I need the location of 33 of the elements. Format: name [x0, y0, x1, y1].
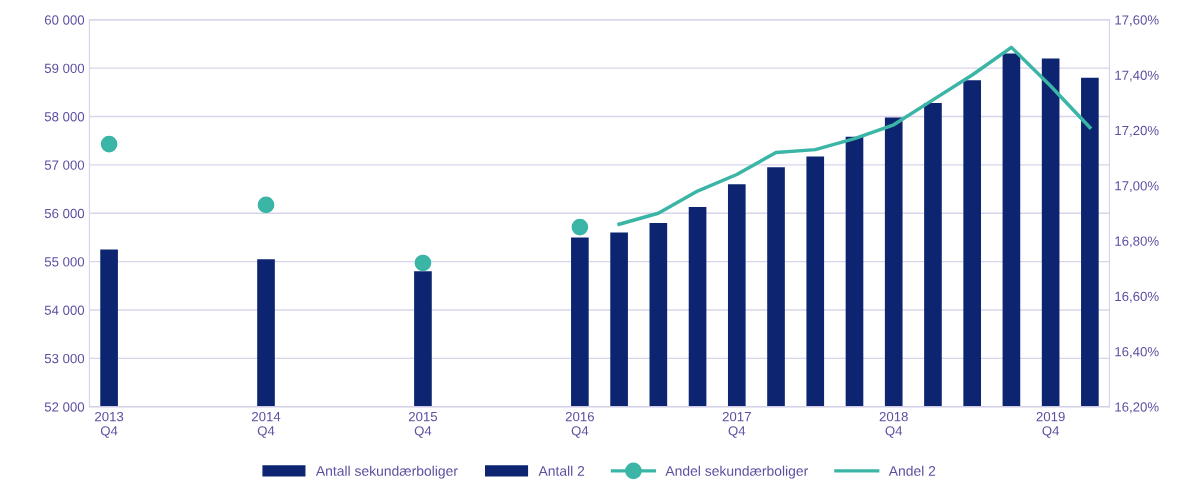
legend-label: Andel sekundærboliger [665, 465, 808, 479]
y2-tick-label: 16,40% [1115, 347, 1159, 358]
point [257, 196, 275, 214]
point [414, 254, 432, 272]
x-tick-label: 2014 Q4 [252, 411, 281, 438]
x-tick-label: 2018 Q4 [879, 411, 908, 438]
y-tick-label: 52 000 [44, 402, 85, 412]
x-tick-label: 2016 Q4 [565, 411, 594, 438]
y2-tick-label: 17,40% [1115, 70, 1159, 82]
y-tick-label: 59 000 [44, 63, 85, 74]
y-tick-label: 56 000 [44, 208, 85, 219]
legend-label: Antall sekundærboliger [315, 465, 458, 479]
y-tick-label: 53 000 [44, 353, 85, 364]
y2-tick-label: 17,20% [1115, 125, 1159, 137]
x-tick-label: 2013 Q4 [95, 411, 124, 438]
x-tick-label: 2015 Q4 [408, 411, 438, 438]
y2-tick-label: 16,20% [1115, 402, 1159, 414]
x-tick-label: 2017 Q4 [722, 411, 751, 438]
y2-tick-label: 16,60% [1115, 291, 1159, 303]
y2-tick-label: 17,60% [1115, 15, 1159, 27]
y2-tick-label: 17,00% [1115, 181, 1159, 193]
y-tick-label: 58 000 [44, 112, 85, 122]
y2-tick-label: 16,80% [1115, 236, 1159, 248]
y-tick-label: 54 000 [44, 305, 85, 315]
y-tick-label: 57 000 [44, 160, 85, 170]
y-tick-label: 55 000 [44, 257, 85, 267]
line-series [617, 45, 1092, 227]
y-tick-label: 60 000 [44, 15, 85, 25]
point [571, 218, 589, 236]
point [100, 135, 118, 153]
x-tick-label: 2019 Q4 [1036, 411, 1065, 438]
legend-label: Andel 2 [888, 465, 936, 476]
legend-label: Antall 2 [538, 465, 585, 476]
